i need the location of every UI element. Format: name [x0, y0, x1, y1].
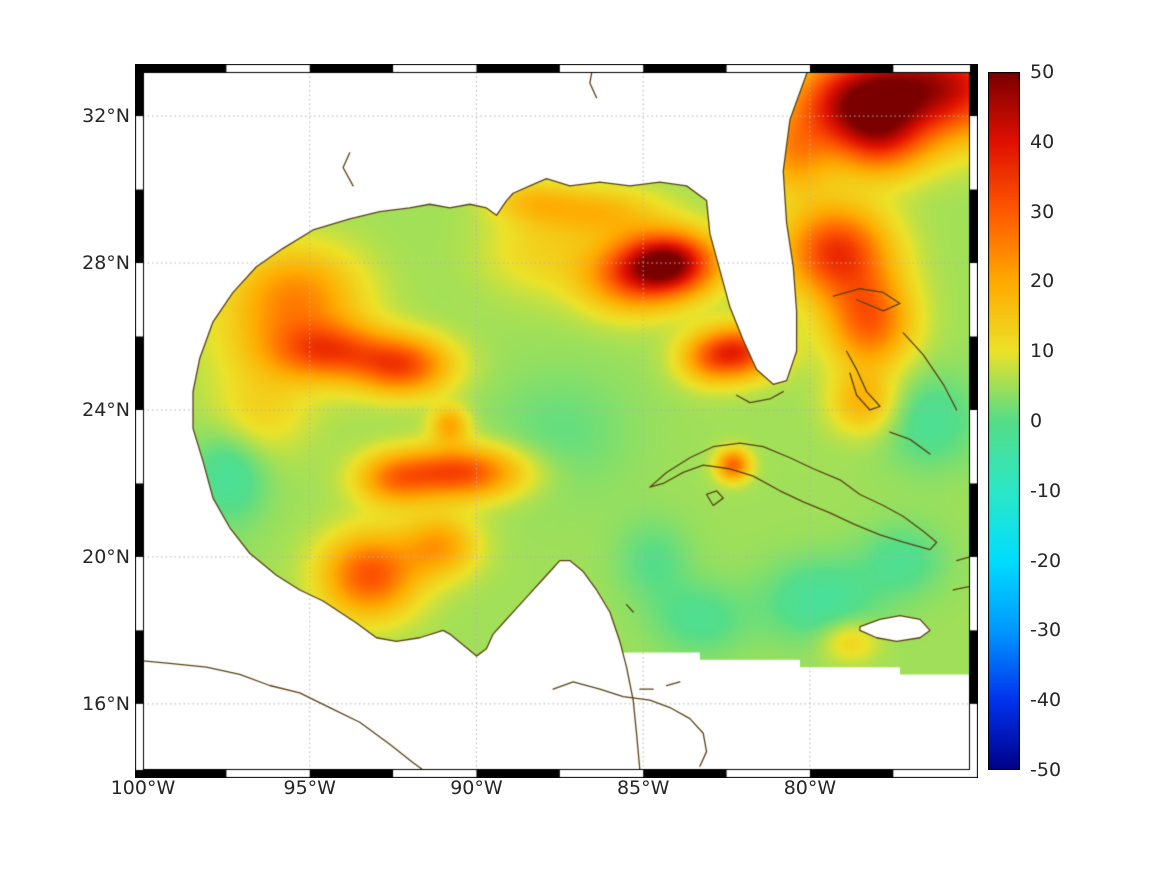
y-tick-label: 32°N	[82, 105, 130, 128]
y-tick-label: 16°N	[82, 692, 130, 715]
y-tick-label: 28°N	[82, 252, 130, 275]
colorbar-tick-label: 50	[1030, 61, 1055, 83]
colorbar-tick-label: 10	[1030, 340, 1055, 363]
x-tick-label: 100°W	[110, 777, 176, 799]
y-tick-label: 20°N	[82, 545, 130, 568]
colorbar-tick-label: 40	[1030, 130, 1055, 153]
colorbar-tick-label: -20	[1030, 549, 1062, 572]
colorbar	[988, 72, 1020, 770]
x-tick-label: 90°W	[450, 777, 503, 799]
map-plot	[135, 64, 978, 778]
x-tick-label: 85°W	[616, 777, 670, 799]
x-tick-label: 80°W	[783, 777, 837, 799]
y-tick-label: 24°N	[82, 398, 130, 421]
colorbar-tick-label: 20	[1030, 270, 1055, 293]
x-tick-label: 95°W	[283, 777, 336, 799]
colorbar-tick-label: -30	[1030, 619, 1062, 642]
colorbar-tick-label: 30	[1030, 200, 1055, 223]
colorbar-tick-label: 0	[1030, 410, 1043, 432]
colorbar-tick-label: -50	[1030, 759, 1062, 781]
colorbar-tick-label: -40	[1030, 689, 1062, 712]
colorbar-tick-label: -10	[1030, 479, 1062, 502]
